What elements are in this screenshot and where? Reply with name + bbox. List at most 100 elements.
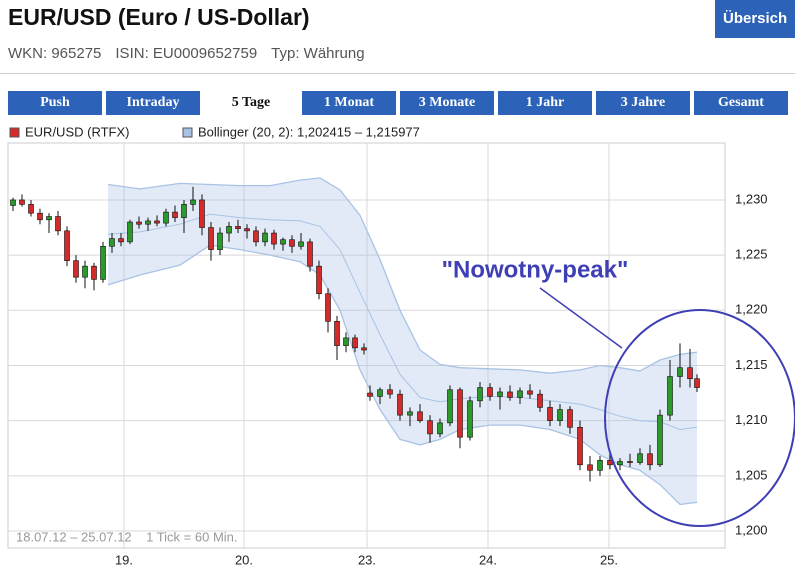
separator xyxy=(0,73,795,74)
candle-body xyxy=(517,390,523,398)
candle-body xyxy=(217,232,223,250)
y-tick-label: 1,215 xyxy=(735,357,768,372)
candle-body xyxy=(226,226,232,234)
candle-body xyxy=(427,420,433,435)
candle-body xyxy=(607,460,613,466)
candle-body xyxy=(694,378,700,388)
candle-body xyxy=(298,241,304,247)
candle-body xyxy=(487,387,493,397)
candle-body xyxy=(91,265,97,280)
candle-body xyxy=(647,453,653,466)
x-tick-label: 19. xyxy=(115,552,133,567)
candle-body xyxy=(127,221,133,243)
candle-body xyxy=(28,204,34,214)
candle-body xyxy=(617,461,623,466)
y-tick-label: 1,200 xyxy=(735,522,768,537)
annotation-circle xyxy=(604,309,795,527)
candle-body xyxy=(244,228,250,232)
candle-body xyxy=(687,367,693,380)
y-tick-label: 1,205 xyxy=(735,467,768,482)
candle-body xyxy=(46,216,52,221)
candle-body xyxy=(154,220,160,224)
wkn: WKN: 965275 xyxy=(8,45,102,62)
candle-body xyxy=(457,389,463,438)
candle-body xyxy=(527,390,533,395)
candle-body xyxy=(547,407,553,421)
candle-body xyxy=(118,238,124,243)
annotation: "Nowotny-peak" xyxy=(442,256,629,283)
band-middle xyxy=(107,213,698,431)
candle-body xyxy=(597,460,603,471)
y-tick-label: 1,220 xyxy=(735,302,768,317)
legend-label: Bollinger (20, 2): 1,202415 – 1,215977 xyxy=(198,124,420,139)
y-tick-label: 1,230 xyxy=(735,191,768,206)
y-tick-label: 1,225 xyxy=(735,247,768,262)
tab[interactable]: 3 Monate xyxy=(400,91,494,115)
candle-body xyxy=(577,426,583,466)
tab[interactable]: Gesamt xyxy=(694,91,788,115)
candle-body xyxy=(316,265,322,295)
candle-body xyxy=(307,241,313,267)
x-tick-label: 24. xyxy=(479,552,497,567)
candle-body xyxy=(235,226,241,229)
candle-body xyxy=(537,393,543,408)
candle-body xyxy=(190,199,196,205)
tab[interactable]: 5 Tage xyxy=(204,91,298,115)
candle-body xyxy=(208,227,214,250)
tab[interactable]: Intraday xyxy=(106,91,200,115)
tab[interactable]: 1 Jahr xyxy=(498,91,592,115)
candle-body xyxy=(145,220,151,225)
y-tick-label: 1,210 xyxy=(735,412,768,427)
candle-body xyxy=(334,321,340,346)
candle-body xyxy=(507,391,513,398)
candle-body xyxy=(109,238,115,247)
candle-body xyxy=(377,389,383,397)
candle-body xyxy=(19,199,25,205)
candle-body xyxy=(417,411,423,421)
tab[interactable]: Push xyxy=(8,91,102,115)
chart: EUR/USD (RTFX) Bollinger (20, 2): 1,20241… xyxy=(7,124,795,567)
candle-body xyxy=(557,409,563,421)
candle-body xyxy=(667,376,673,416)
type: Typ: Währung xyxy=(271,45,365,62)
candle-body xyxy=(587,464,593,471)
candle-body xyxy=(10,199,16,206)
candle-body xyxy=(567,409,573,428)
candle-body xyxy=(477,387,483,402)
candle-body xyxy=(73,260,79,278)
tab[interactable]: 3 Jahre xyxy=(596,91,690,115)
candle-body xyxy=(82,265,88,278)
candle-body xyxy=(657,414,663,466)
candle-body xyxy=(181,204,187,218)
candle-body xyxy=(407,411,413,416)
candle-body xyxy=(637,453,643,463)
candle-body xyxy=(361,347,367,351)
candle-body xyxy=(343,337,349,346)
x-tick-label: 20. xyxy=(235,552,253,567)
band-upper xyxy=(107,177,698,374)
candle-body xyxy=(280,239,286,245)
candle-body xyxy=(447,389,453,424)
subtitle: WKN: 965275 ISIN: EU0009652759 Typ: Währun… xyxy=(8,45,379,62)
candle-body xyxy=(437,422,443,435)
candle-body xyxy=(37,212,43,221)
candle-body xyxy=(627,461,633,463)
annotation-arrow xyxy=(539,287,623,349)
tab[interactable]: 1 Monat xyxy=(302,91,396,115)
isin: ISIN: EU0009652759 xyxy=(115,45,258,62)
page-title: EUR/USD (Euro / US-Dollar) xyxy=(8,4,310,30)
candle-body xyxy=(397,393,403,416)
candle-body xyxy=(163,211,169,224)
x-tick-label: 23. xyxy=(358,552,376,567)
overview-button[interactable]: Übersich xyxy=(715,0,795,38)
candle-body xyxy=(325,293,331,322)
candle-body xyxy=(55,216,61,232)
footnote: 18.07.12 – 25.07.12 1 Tick = 60 Min. xyxy=(16,529,238,544)
candle-body xyxy=(172,211,178,218)
candle-body xyxy=(136,221,142,225)
candle-body xyxy=(262,232,268,243)
candle-body xyxy=(677,367,683,377)
candle-body xyxy=(271,232,277,245)
candle-body xyxy=(467,400,473,438)
